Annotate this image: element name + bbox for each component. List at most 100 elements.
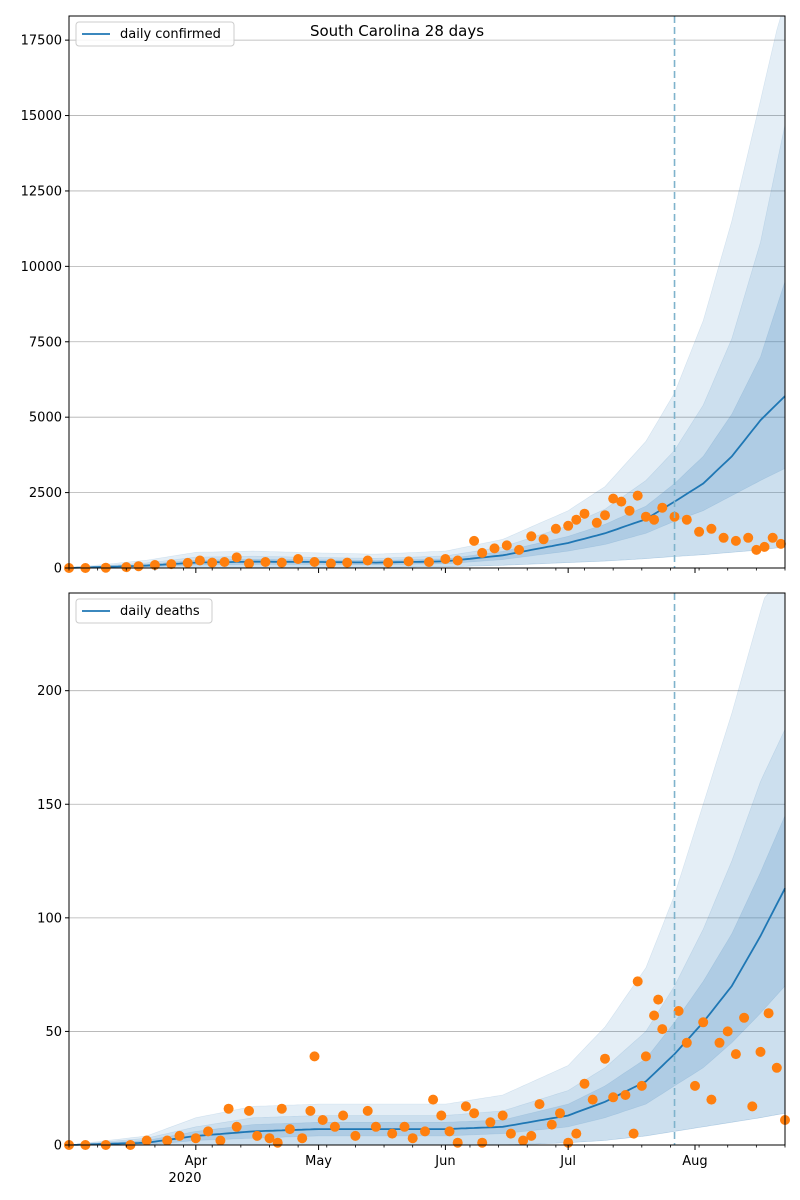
observed-point [276,557,287,568]
observed-point [747,1101,758,1112]
confirmed-panel: 0 2500 5000 7500 10000 12500 15000 17500 daily … [21,15,786,577]
y-tick-label: 0 [54,1139,62,1154]
observed-point [616,496,627,507]
observed-point [452,1137,463,1148]
observed-point [505,1128,516,1139]
observed-point [571,1128,582,1139]
observed-point [407,1133,418,1144]
observed-point [673,1006,684,1016]
observed-point [591,517,602,528]
observed-point [775,538,786,549]
observed-point [514,544,525,555]
observed-point [219,557,230,567]
observed-point [681,514,692,525]
observed-point [121,562,132,573]
observed-point [309,1051,320,1062]
observed-point [428,1094,439,1105]
observed-point [718,532,729,543]
legend-label: daily deaths [120,604,200,619]
observed-point [771,1062,782,1073]
observed-point [231,552,242,563]
y-tick-label: 100 [37,911,62,926]
observed-point [608,493,619,504]
observed-point [399,1121,410,1132]
observed-point [759,541,770,552]
x-tick-label: Jul [559,1154,576,1169]
observed-point [743,532,754,543]
observed-point [362,1105,373,1116]
observed-point [546,1119,557,1130]
observed-point [534,1099,545,1110]
observed-point [632,490,643,501]
observed-point [223,1103,234,1114]
legend: daily deaths [75,598,213,624]
observed-point [628,1128,639,1139]
observed-point [403,556,414,567]
observed-point [317,1115,328,1125]
y-tick-label: 17500 [21,34,62,49]
observed-point [681,1037,692,1048]
observed-point [477,1137,488,1148]
observed-point [730,535,741,546]
observed-point [751,544,762,555]
observed-point [424,557,434,567]
y-tick-label: 200 [37,684,62,699]
axes-frame [68,592,786,1146]
observed-point [203,1126,214,1137]
observed-point [252,1130,263,1141]
observed-point [571,514,582,525]
observed-point [526,1130,537,1141]
observed-point [706,523,717,534]
y-tick-label: 15000 [21,109,62,124]
observed-point [501,540,512,551]
observed-point [420,1126,430,1137]
observed-point [706,1094,717,1105]
observed-point [563,520,574,531]
observed-point [485,1117,496,1128]
observed-point [215,1135,226,1146]
observed-point [694,526,705,537]
x-tick-label: Jun [434,1154,455,1169]
observed-point [739,1012,750,1023]
observed-point [190,1133,201,1144]
legend-label: daily confirmed [120,27,221,42]
observed-point [714,1037,725,1048]
observed-point [636,1080,647,1091]
y-tick-label: 7500 [29,335,62,350]
observed-point [497,1110,508,1121]
y-tick-label: 150 [37,798,62,813]
y-tick-label: 12500 [21,184,62,199]
observed-point [264,1133,275,1144]
observed-point [600,1053,610,1064]
observed-point [305,1105,316,1116]
observed-point [276,1103,287,1114]
observed-point [763,1008,774,1019]
observed-point [207,557,218,568]
observed-point [444,1126,455,1137]
y-tick-label: 10000 [21,260,62,275]
observed-point [440,554,451,564]
observed-point [767,532,778,543]
observed-point [518,1135,529,1146]
observed-point [722,1026,733,1037]
observed-point [244,1105,254,1116]
observed-point [182,557,193,568]
observed-point [624,505,635,516]
observed-point [469,535,480,546]
y-tick-label: 5000 [29,411,62,426]
observed-point [730,1049,741,1060]
observed-point [174,1130,185,1141]
observed-point [309,557,320,567]
observed-point [370,1121,381,1132]
observed-point [555,1108,565,1119]
observed-point [272,1137,283,1148]
observed-point [690,1080,700,1091]
observed-point [489,543,500,554]
observed-point [620,1090,631,1100]
observed-point [579,1078,590,1089]
observed-point [649,1010,660,1021]
observed-point [231,1121,242,1132]
observed-point [260,557,271,567]
observed-point [477,547,488,558]
